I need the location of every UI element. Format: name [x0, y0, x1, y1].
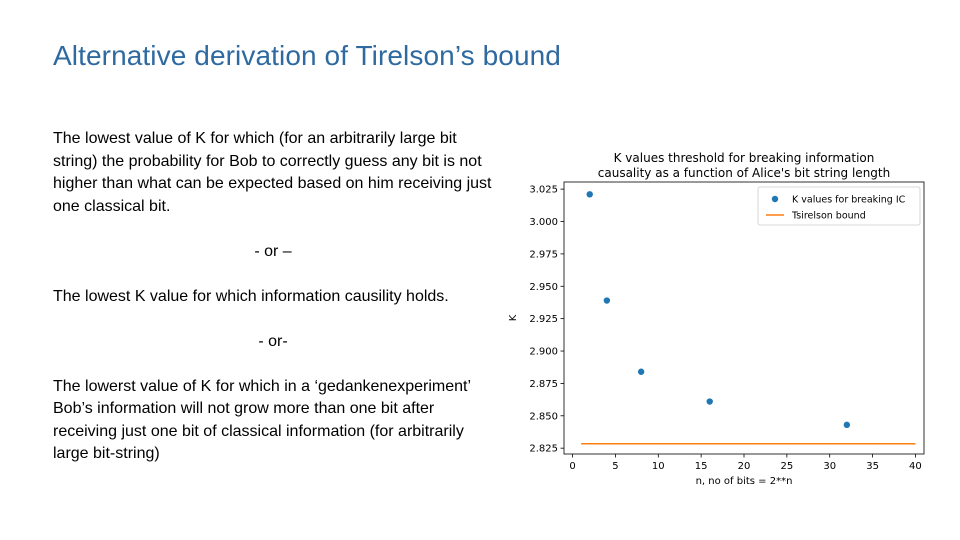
x-tick-label: 30	[823, 461, 836, 472]
x-axis-label: n, no of bits = 2**n	[696, 476, 793, 487]
y-tick-label: 2.925	[529, 314, 558, 325]
chart-title-line1: K values threshold for breaking informat…	[614, 151, 875, 165]
x-tick-label: 10	[652, 461, 665, 472]
paragraph-definition-2: The lowest K value for which information…	[53, 287, 449, 305]
x-tick-label: 40	[909, 461, 922, 472]
legend-entry-label: K values for breaking IC	[792, 195, 906, 206]
y-tick-label: 2.825	[529, 444, 558, 455]
y-tick-label: 2.950	[529, 282, 558, 293]
k-value-point	[603, 297, 611, 304]
k-value-point	[637, 368, 645, 375]
y-tick-label: 3.000	[529, 217, 558, 228]
chart: K values threshold for breaking informat…	[505, 146, 935, 491]
legend-entry-label: Tsirelson bound	[791, 211, 866, 222]
k-value-point	[706, 398, 713, 405]
axis-ticks: 0 5 10 15 20 25 30 35 40 2.825 2.850 2.875 2.900 2.92…	[529, 185, 921, 472]
body-text: The lowest value of K for which (for an …	[53, 128, 493, 466]
chart-marks	[581, 191, 916, 445]
x-tick-label: 0	[569, 461, 575, 472]
chart-svg: K values threshold for breaking informat…	[508, 151, 925, 487]
legend-point-swatch	[771, 195, 779, 203]
x-tick-label: 15	[695, 461, 708, 472]
y-tick-label: 2.850	[529, 411, 558, 422]
separator-or-1: - or –	[254, 242, 292, 260]
y-tick-label: 2.900	[529, 347, 558, 358]
paragraph-definition-3: The lowerst value of K for which in a ‘g…	[53, 377, 471, 463]
slide-title: Alternative derivation of Tirelson’s bou…	[53, 40, 561, 71]
y-tick-label: 3.025	[529, 185, 558, 196]
k-value-point	[586, 191, 593, 198]
legend-box	[757, 186, 921, 226]
paragraph-definition-1: The lowest value of K for which (for an …	[53, 130, 492, 215]
chart-legend: K values for breaking IC Tsirelson bound	[757, 186, 921, 226]
chart-title-line2: causality as a function of Alice's bit s…	[598, 166, 890, 180]
y-tick-label: 2.875	[529, 379, 558, 390]
y-tick-label: 2.975	[529, 249, 558, 260]
x-tick-label: 25	[780, 461, 793, 472]
k-value-point	[843, 421, 851, 429]
separator-or-2: - or-	[258, 332, 288, 350]
x-tick-label: 20	[738, 461, 751, 472]
x-tick-label: 5	[612, 461, 618, 472]
x-tick-label: 35	[866, 461, 879, 472]
y-axis-label: K	[508, 314, 519, 321]
